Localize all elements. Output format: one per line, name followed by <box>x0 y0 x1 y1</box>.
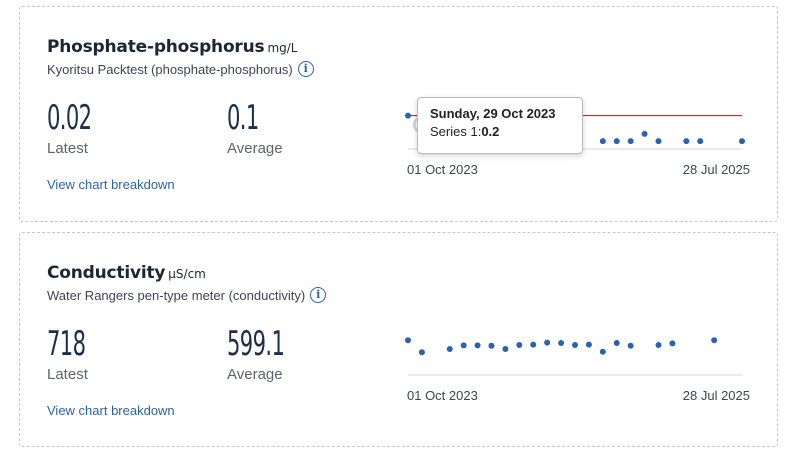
data-point <box>558 340 565 346</box>
latest-stat: 718 Latest <box>47 324 109 383</box>
x-axis-end-label: 28 Jul 2025 <box>683 162 750 177</box>
tooltip-value: 0.2 <box>481 124 500 139</box>
data-point <box>446 346 453 352</box>
card-title-row: Conductivity µS/cm <box>47 263 206 283</box>
data-point <box>585 341 592 348</box>
latest-stat: 0.02 Latest <box>47 98 119 157</box>
card-title-row: Phosphate-phosphorus mg/L <box>47 37 298 57</box>
view-chart-breakdown-link[interactable]: View chart breakdown <box>47 177 175 192</box>
info-icon[interactable]: i <box>310 287 327 303</box>
data-point <box>655 138 662 145</box>
data-point <box>641 130 648 137</box>
average-label: Average <box>227 366 283 383</box>
x-axis-start-label: 01 Oct 2023 <box>407 388 478 403</box>
data-point <box>572 342 578 348</box>
average-value: 0.1 <box>227 98 259 138</box>
view-chart-breakdown-link[interactable]: View chart breakdown <box>47 403 175 418</box>
data-point <box>711 337 718 344</box>
data-point <box>683 138 690 145</box>
data-point <box>516 342 523 348</box>
data-point <box>418 349 425 356</box>
data-point <box>405 112 411 119</box>
phosphate-card: Phosphate-phosphorus mg/L Kyoritsu Packte… <box>19 6 778 222</box>
data-point <box>488 342 495 349</box>
info-icon[interactable]: i <box>297 61 314 77</box>
average-stat: 599.1 Average <box>227 324 319 383</box>
unit-label: µS/cm <box>168 267 206 281</box>
data-point <box>627 342 634 349</box>
data-point <box>613 138 620 145</box>
latest-label: Latest <box>47 140 88 157</box>
data-point <box>613 340 620 346</box>
card-subtitle: Kyoritsu Packtest (phosphate-phosphorus)… <box>47 61 314 77</box>
average-value: 599.1 <box>227 324 285 364</box>
data-point <box>405 337 411 344</box>
data-point <box>697 138 704 145</box>
data-point <box>655 342 662 348</box>
data-point <box>599 138 606 145</box>
data-point <box>502 346 509 352</box>
latest-value: 718 <box>47 324 86 364</box>
subtitle-text: Kyoritsu Packtest (phosphate-phosphorus) <box>47 61 293 77</box>
data-point <box>739 138 745 145</box>
conductivity-sparkline[interactable]: 01 Oct 2023 28 Jul 2025 <box>395 313 755 403</box>
tooltip-series-row: Series 1:0.2 <box>430 124 500 139</box>
chart-tooltip: Sunday, 29 Oct 2023 Series 1:0.2 <box>417 97 583 154</box>
unit-label: mg/L <box>267 41 298 55</box>
card-title: Conductivity <box>47 263 166 283</box>
data-point <box>599 348 606 355</box>
conductivity-card: Conductivity µS/cm Water Rangers pen-type… <box>19 232 778 447</box>
card-title: Phosphate-phosphorus <box>47 37 265 57</box>
average-label: Average <box>227 140 283 157</box>
latest-value: 0.02 <box>47 98 92 138</box>
card-subtitle: Water Rangers pen-type meter (conductivi… <box>47 287 327 303</box>
data-point <box>627 138 634 145</box>
tooltip-series-label: Series 1 <box>430 124 478 139</box>
x-axis-end-label: 28 Jul 2025 <box>683 388 750 403</box>
data-point <box>669 340 676 347</box>
subtitle-text: Water Rangers pen-type meter (conductivi… <box>47 287 306 303</box>
data-point <box>460 342 467 349</box>
x-axis-start-label: 01 Oct 2023 <box>407 162 478 177</box>
data-point <box>474 342 481 349</box>
data-point <box>530 341 537 348</box>
latest-label: Latest <box>47 366 88 383</box>
data-point <box>544 339 551 346</box>
tooltip-date: Sunday, 29 Oct 2023 <box>430 106 556 121</box>
average-stat: 0.1 Average <box>227 98 283 157</box>
